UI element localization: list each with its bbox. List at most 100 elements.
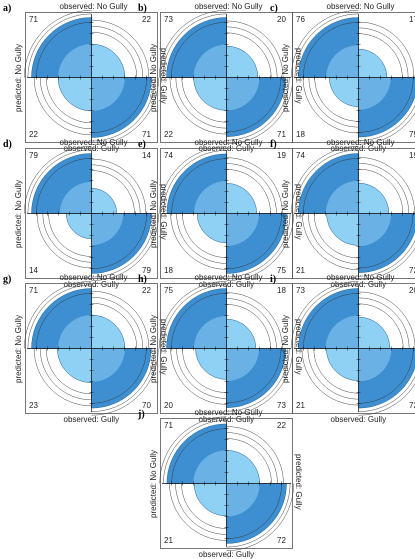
observed-no-gully-label: observed: No Gully xyxy=(60,138,128,147)
count-bottom-left: 20 xyxy=(164,401,173,410)
quadrant-top-right xyxy=(359,317,390,348)
predicted-no-gully-label: predicted: No Gully xyxy=(14,43,23,111)
count-bottom-left: 14 xyxy=(29,266,38,275)
panel-letter: e) xyxy=(138,139,146,150)
quadrant-top-right xyxy=(227,319,256,348)
panel-letter: g) xyxy=(3,274,11,285)
quadrant-bottom-left xyxy=(57,349,91,383)
count-top-left: 71 xyxy=(29,15,38,24)
count-bottom-right: 75 xyxy=(409,130,415,139)
count-top-left: 75 xyxy=(164,286,173,295)
quadrant-bottom-left xyxy=(58,78,91,111)
predicted-no-gully-label: predicted: No Gully xyxy=(149,43,158,111)
observed-gully-label: observed: Gully xyxy=(331,415,387,424)
count-top-left: 76 xyxy=(296,15,305,24)
fourfold-svg xyxy=(292,148,415,279)
count-top-left: 73 xyxy=(296,286,305,295)
panel-letter: h) xyxy=(138,274,147,285)
predicted-gully-label: predicted: Gully xyxy=(294,454,303,510)
quadrant-bottom-left xyxy=(66,214,91,239)
quadrant-bottom-left xyxy=(329,78,358,107)
observed-no-gully-label: observed: No Gully xyxy=(195,408,263,417)
count-bottom-left: 18 xyxy=(164,266,173,275)
quadrant-top-right xyxy=(227,46,258,77)
quadrant-bottom-left xyxy=(194,78,227,111)
fourfold-svg xyxy=(160,12,293,143)
predicted-no-gully-label: predicted: No Gully xyxy=(14,314,23,382)
panel-letter: i) xyxy=(270,274,276,285)
count-bottom-left: 22 xyxy=(29,130,38,139)
panel-letter: d) xyxy=(3,139,12,150)
count-bottom-right: 73 xyxy=(277,401,286,410)
count-bottom-right: 75 xyxy=(277,266,286,275)
count-bottom-right: 71 xyxy=(277,130,286,139)
observed-no-gully-label: observed: No Gully xyxy=(327,138,395,147)
panel-letter: a) xyxy=(3,3,11,14)
predicted-no-gully-label: predicted: No Gully xyxy=(281,179,290,247)
quadrant-bottom-left xyxy=(196,349,227,380)
count-bottom-left: 22 xyxy=(164,130,173,139)
fourfold-svg xyxy=(25,283,158,414)
count-bottom-left: 21 xyxy=(296,401,305,410)
count-top-right: 17 xyxy=(409,15,415,24)
panel-letter: j) xyxy=(138,409,145,420)
count-top-right: 20 xyxy=(409,286,415,295)
predicted-no-gully-label: predicted: No Gully xyxy=(281,314,290,382)
count-top-left: 71 xyxy=(29,286,38,295)
fourfold-svg xyxy=(292,12,415,143)
fourfold-svg xyxy=(160,148,293,279)
fourfold-svg xyxy=(160,418,293,549)
predicted-no-gully-label: predicted: No Gully xyxy=(281,43,290,111)
count-top-left: 73 xyxy=(164,15,173,24)
panel-letter: c) xyxy=(270,3,278,14)
count-top-right: 22 xyxy=(142,15,151,24)
quadrant-top-right xyxy=(359,183,389,213)
count-top-left: 79 xyxy=(29,151,38,160)
count-top-right: 22 xyxy=(142,286,151,295)
quadrant-bottom-left xyxy=(194,484,226,516)
predicted-no-gully-label: predicted: No Gully xyxy=(149,449,158,517)
count-bottom-right: 72 xyxy=(409,401,415,410)
observed-no-gully-label: observed: No Gully xyxy=(327,273,395,282)
count-bottom-right: 72 xyxy=(409,266,415,275)
count-top-left: 74 xyxy=(296,151,305,160)
count-top-right: 19 xyxy=(409,151,415,160)
observed-no-gully-label: observed: No Gully xyxy=(195,138,263,147)
fourfold-svg xyxy=(25,12,158,143)
quadrant-top-right xyxy=(92,315,125,348)
count-bottom-left: 18 xyxy=(296,130,305,139)
fourfold-svg xyxy=(292,283,415,414)
fourfold-svg xyxy=(160,283,293,414)
predicted-no-gully-label: predicted: No Gully xyxy=(149,314,158,382)
quadrant-bottom-left xyxy=(327,214,359,246)
count-top-right: 19 xyxy=(277,151,286,160)
observed-no-gully-label: observed: No Gully xyxy=(60,2,128,11)
quadrant-top-right xyxy=(227,450,260,483)
predicted-no-gully-label: predicted: No Gully xyxy=(149,179,158,247)
observed-gully-label: observed: Gully xyxy=(199,550,255,559)
count-top-left: 74 xyxy=(164,151,173,160)
quadrant-top-right xyxy=(227,183,257,213)
panel-letter: b) xyxy=(138,3,147,14)
observed-no-gully-label: observed: No Gully xyxy=(60,273,128,282)
count-bottom-left: 21 xyxy=(164,536,173,545)
observed-no-gully-label: observed: No Gully xyxy=(327,2,395,11)
quadrant-top-right xyxy=(359,49,387,77)
quadrant-bottom-left xyxy=(326,349,358,381)
count-bottom-right: 72 xyxy=(277,536,286,545)
observed-no-gully-label: observed: No Gully xyxy=(195,273,263,282)
quadrant-top-right xyxy=(92,44,125,77)
count-top-right: 22 xyxy=(277,421,286,430)
count-top-right: 14 xyxy=(142,151,151,160)
count-bottom-right: 71 xyxy=(142,130,151,139)
